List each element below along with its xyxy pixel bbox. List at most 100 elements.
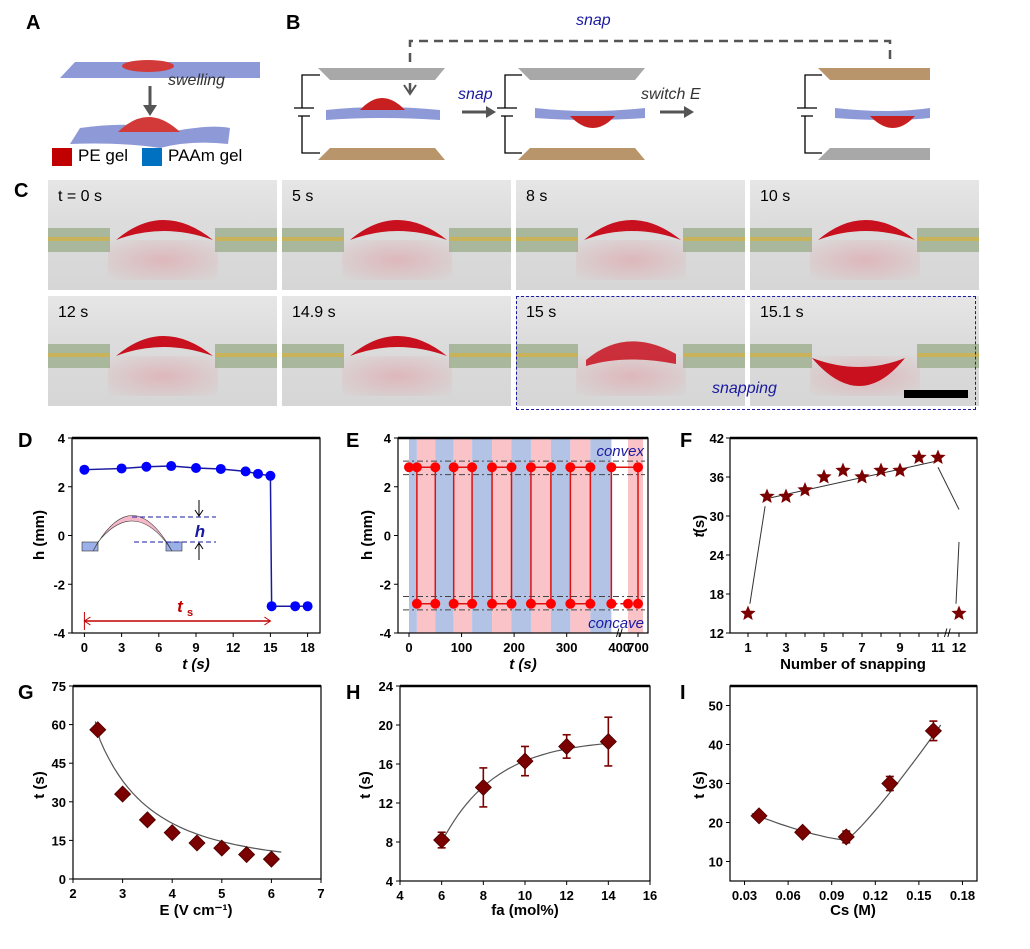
snapshot-frame: 15 s [516, 296, 745, 406]
frame-timestamp: 10 s [760, 188, 791, 205]
convex-point [411, 462, 422, 473]
chart-f-ylabel-unit: (s) [691, 515, 708, 533]
data-point [599, 733, 617, 751]
y-tick-label: 50 [709, 699, 723, 714]
snapshot-frame: 12 s [48, 296, 277, 406]
switch-arrow-head [684, 106, 694, 118]
band-blue [511, 438, 531, 633]
x-tick-label: 10 [518, 888, 532, 903]
x-tick-label: 1 [744, 640, 751, 655]
band-blue [409, 438, 417, 633]
star-marker [759, 488, 775, 503]
data-point [794, 823, 812, 841]
band-blue [472, 438, 493, 633]
x-tick-label: 0 [405, 640, 412, 655]
x-tick-label: 7 [317, 886, 324, 901]
y-tick-label: 4 [384, 431, 392, 446]
concave-point [411, 598, 422, 609]
y-tick-label: 0 [384, 529, 391, 544]
y-tick-label: 2 [58, 480, 65, 495]
star-marker [740, 605, 756, 620]
data-point [79, 464, 90, 475]
chart-i-ylabel: t (s) [691, 771, 708, 799]
panel-label-b: B [286, 12, 301, 34]
concave-point [430, 598, 441, 609]
y-tick-label: 10 [709, 855, 723, 870]
y-tick-label: 16 [379, 757, 393, 772]
chart-i-xlabel: Cs (M) [830, 902, 876, 919]
inset-substrate-right [165, 541, 183, 552]
panel-label-d: D [18, 430, 33, 452]
y-tick-label: 36 [710, 470, 724, 485]
chart-f-xlabel: Number of snapping [780, 656, 926, 673]
data-point [238, 845, 256, 864]
band-blue [435, 438, 454, 633]
pe-disk [122, 60, 174, 72]
panel-a-schematic [60, 60, 260, 148]
panel-label-h: H [346, 682, 361, 704]
snapshot-frame: 14.9 s [282, 296, 511, 406]
x-tick-label: 0.12 [863, 888, 888, 903]
convex-point [545, 462, 556, 473]
star-marker [854, 469, 870, 484]
data-point [290, 601, 301, 612]
y-tick-label: 40 [709, 738, 723, 753]
x-tick-label: 15 [263, 640, 277, 655]
y-tick-label: 12 [379, 796, 393, 811]
paam-sheet-buckled [70, 124, 230, 148]
band-pink [570, 438, 591, 633]
star-marker [911, 449, 927, 464]
convex-point [525, 462, 536, 473]
snapshot-frame: 8 s [516, 180, 745, 290]
chart-g-xlabel: E (V cm⁻¹) [160, 902, 233, 919]
band-pink [416, 438, 436, 633]
frame-timestamp: 14.9 s [292, 304, 336, 321]
y-tick-label: 4 [58, 431, 66, 446]
convex-point [487, 462, 498, 473]
star-marker [930, 449, 946, 464]
data-point [213, 839, 231, 857]
fit-curve [94, 721, 282, 853]
x-tick-label: 5 [820, 640, 827, 655]
y-tick-label: -2 [379, 577, 391, 592]
data-point [89, 721, 107, 739]
x-tick-label: 0 [81, 640, 88, 655]
panel-label-g: G [18, 682, 34, 704]
data-point [837, 828, 855, 846]
data-point [433, 831, 451, 849]
snapshot-frame: t = 0 s [48, 180, 277, 290]
panel-label-i: I [680, 682, 686, 704]
chart-d-xlabel: t (s) [182, 656, 210, 673]
y-tick-label: 0 [59, 872, 66, 887]
swelling-label: swelling [168, 72, 225, 89]
x-tick-label: 0.09 [819, 888, 844, 903]
concave-point [487, 598, 498, 609]
y-tick-label: 2 [384, 480, 391, 495]
concave-point [606, 598, 617, 609]
x-tick-label: 6 [438, 888, 445, 903]
inset-h-label: h [195, 522, 205, 541]
x-tick-label: 2 [69, 886, 76, 901]
y-tick-label: 60 [52, 718, 66, 733]
convex-point [633, 462, 643, 473]
panel-label-c: C [14, 180, 29, 202]
legend-label-pe: PE gel [78, 146, 129, 165]
convex-point [404, 462, 414, 473]
data-point [166, 461, 177, 472]
data-point [215, 463, 226, 474]
ts-subscript: s [187, 607, 193, 619]
star-marker [778, 488, 794, 503]
concave-label: concave [588, 615, 644, 632]
star-marker [797, 482, 813, 497]
frame-timestamp: 12 s [58, 304, 89, 321]
chart-h-frame [399, 685, 651, 882]
y-tick-label: 15 [52, 833, 66, 848]
snapping-label: snapping [712, 380, 777, 397]
step-snap-label: snap [458, 86, 493, 103]
convex-point [448, 462, 459, 473]
x-tick-label: 6 [268, 886, 275, 901]
panel-b-schematic [294, 39, 930, 160]
trend-line [749, 506, 766, 604]
